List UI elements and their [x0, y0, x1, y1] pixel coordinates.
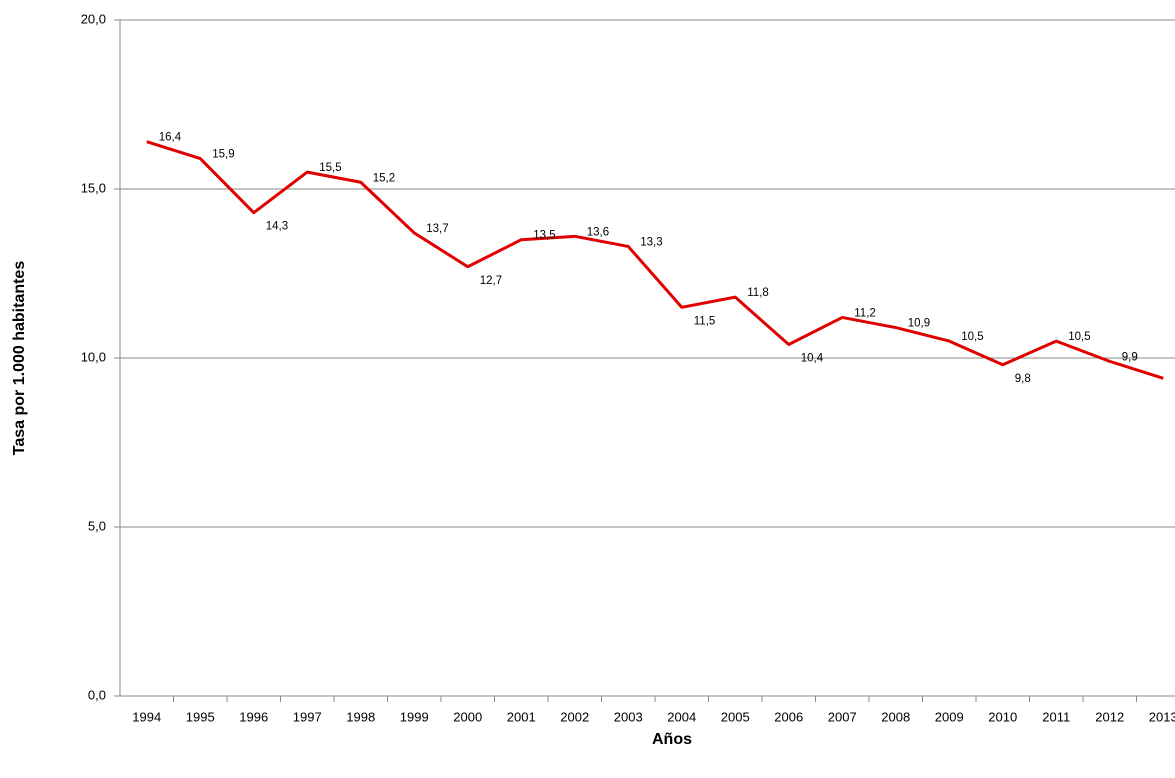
x-tick-label: 2005 [721, 709, 750, 724]
x-tick-label: 2002 [560, 709, 589, 724]
x-tick-label: 1998 [346, 709, 375, 724]
x-tick-label: 2004 [667, 709, 696, 724]
x-tick-label: 1997 [293, 709, 322, 724]
x-tick-label: 1999 [400, 709, 429, 724]
x-tick-label: 2007 [828, 709, 857, 724]
y-tick-label: 20,0 [81, 11, 106, 26]
y-tick-label: 0,0 [88, 687, 106, 702]
value-label: 11,2 [854, 307, 876, 319]
value-label: 13,6 [587, 226, 609, 238]
y-tick-label: 5,0 [88, 518, 106, 533]
line [146, 140, 1164, 380]
value-label: 15,5 [319, 162, 341, 174]
value-label: 16,4 [159, 132, 182, 144]
value-label: 15,9 [212, 149, 234, 161]
value-label: 11,8 [747, 287, 769, 299]
value-label: 10,5 [961, 331, 983, 343]
value-label: 9,9 [1122, 351, 1138, 363]
x-axis-title: Años [652, 731, 692, 748]
x-tick-label: 2009 [935, 709, 964, 724]
value-label: 13,3 [640, 236, 662, 248]
x-tick-label: 1994 [132, 709, 161, 724]
y-tick-label: 10,0 [81, 349, 106, 364]
value-label: 10,5 [1068, 331, 1090, 343]
x-tick-label: 2013 [1149, 709, 1175, 724]
y-tick-label: 15,0 [81, 180, 106, 195]
value-label: 15,2 [373, 172, 395, 184]
value-label: 9,8 [1015, 373, 1031, 385]
x-tick-label: 2011 [1042, 709, 1070, 724]
value-label: 10,4 [801, 353, 824, 365]
x-tick-label: 2006 [774, 709, 803, 724]
x-tick-label: 2001 [507, 709, 536, 724]
y-axis-title: Tasa por 1.000 habitantes [11, 261, 28, 456]
x-tick-label: 1996 [239, 709, 268, 724]
x-tick-label: 2012 [1095, 709, 1124, 724]
x-tick-label: 2010 [988, 709, 1017, 724]
x-tick-label: 1995 [186, 709, 215, 724]
x-tick-label: 2008 [881, 709, 910, 724]
value-label: 13,7 [426, 223, 448, 235]
value-label: 13,5 [533, 230, 555, 242]
x-tick-label: 2003 [614, 709, 643, 724]
value-label: 10,9 [908, 318, 930, 330]
value-label: 11,5 [694, 315, 716, 327]
value-label: 12,7 [480, 275, 502, 287]
value-label: 14,3 [266, 221, 288, 233]
x-tick-label: 2000 [453, 709, 482, 724]
